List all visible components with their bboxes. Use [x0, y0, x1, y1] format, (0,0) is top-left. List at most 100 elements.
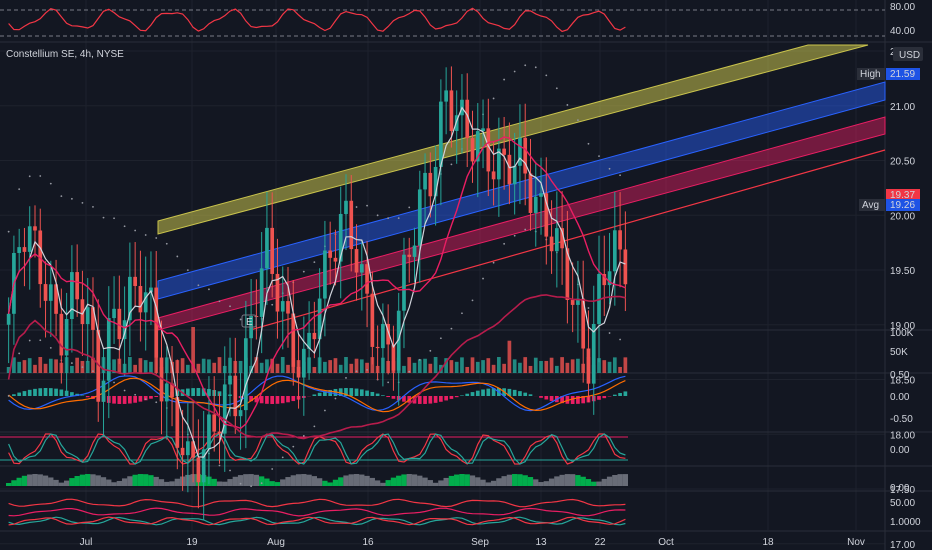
candle-body	[344, 200, 348, 214]
volume-bar	[85, 360, 90, 373]
bollinger-dot-lower	[28, 339, 31, 342]
volume-bar	[423, 358, 427, 373]
bollinger-dot-lower	[492, 261, 495, 264]
candle-body	[407, 254, 412, 257]
earnings-event-icon[interactable]: E	[241, 314, 257, 328]
macd-histogram-bar	[454, 396, 459, 398]
volume-bar	[238, 360, 243, 373]
oscillator-area-bar	[501, 476, 507, 486]
x-tick-label: 19	[186, 537, 198, 548]
volume-bar	[270, 358, 275, 373]
candle-body	[581, 298, 586, 349]
y-tick-label: 17.50	[890, 485, 915, 496]
oscillator-area-bar	[469, 475, 476, 486]
volume-bar	[344, 357, 348, 373]
bollinger-dot-upper	[503, 78, 506, 81]
oscillator-area-bar	[85, 474, 91, 486]
candle-body	[497, 148, 501, 180]
avg-marker: Avg 19.26	[859, 199, 920, 211]
volume-bar	[507, 340, 512, 373]
macd-histogram-bar	[70, 392, 74, 396]
oscillator-area-bar	[116, 480, 122, 486]
volume-bar	[549, 357, 554, 373]
bollinger-dot-lower	[387, 381, 390, 384]
candle-body	[449, 90, 454, 131]
bollinger-dot-upper	[271, 303, 274, 306]
candle-body	[80, 299, 85, 325]
oscillator-area-bar	[21, 475, 28, 486]
volume-bar	[17, 361, 22, 373]
currency-label: USD	[899, 50, 920, 61]
x-tick-label: Nov	[847, 537, 865, 548]
candle-body	[180, 447, 185, 456]
macd-histogram-bar	[27, 389, 32, 396]
oscillator-area-bar	[622, 474, 628, 486]
volume-bar	[481, 360, 485, 373]
bollinger-dot-upper	[60, 195, 63, 198]
volume-bar	[618, 366, 622, 373]
candle-body	[201, 449, 206, 483]
volume-bar	[323, 361, 327, 373]
candle-body	[128, 276, 132, 321]
volume-bar	[444, 358, 448, 373]
bollinger-dot-upper	[302, 270, 305, 273]
volume-bar	[497, 357, 501, 373]
volume-tick: 100K	[890, 328, 914, 339]
stoch-tick: 0.00	[890, 445, 910, 456]
macd-histogram-bar	[597, 396, 601, 400]
x-tick-label: Oct	[658, 537, 674, 548]
candle-body	[217, 431, 222, 434]
candle-body	[518, 137, 522, 166]
oscillator-area-bar	[427, 480, 433, 486]
candle-body	[207, 414, 211, 450]
bollinger-dot-lower	[587, 307, 590, 309]
oscillator-area-bar	[364, 475, 370, 486]
macd-histogram-bar	[191, 388, 195, 396]
candle-body	[243, 338, 248, 411]
volume-bar	[623, 357, 628, 373]
oscillator-area-bar	[385, 480, 391, 486]
bollinger-dot-upper	[113, 217, 115, 220]
oscillator-area-bar	[169, 481, 175, 486]
macd-histogram-bar	[549, 396, 554, 401]
macd-histogram-bar	[481, 389, 485, 396]
oscillator-area-bar	[580, 476, 586, 486]
candle-body	[554, 228, 559, 252]
macd-histogram-bar	[428, 396, 433, 404]
oscillator-area-bar	[6, 483, 12, 486]
bollinger-dot-lower	[324, 409, 326, 412]
currency-badge[interactable]: USD	[893, 47, 923, 61]
volume-bar	[70, 365, 74, 373]
oscillator-area-bar	[32, 474, 38, 486]
bollinger-dot-lower	[155, 401, 158, 404]
bollinger-dot-lower	[92, 370, 94, 373]
bollinger-dot-lower	[482, 277, 484, 280]
candle-body	[417, 189, 422, 246]
candle-body	[54, 284, 58, 314]
bollinger-dot-upper	[450, 163, 453, 166]
volume-bar	[554, 365, 559, 373]
macd-histogram-bar	[391, 396, 396, 399]
candle-body	[396, 310, 401, 371]
candle-body	[359, 264, 364, 273]
oscillator-area-bar	[591, 481, 597, 486]
candle-body	[228, 375, 232, 385]
candle-body	[175, 397, 180, 448]
candle-body	[428, 172, 433, 197]
candle-body	[222, 384, 227, 434]
volume-bar	[138, 358, 143, 373]
volume-bar	[607, 361, 612, 373]
bollinger-dot-upper	[397, 217, 400, 220]
oscillator-area-bar	[295, 474, 302, 486]
macd-histogram-bar	[602, 396, 607, 399]
bollinger-dot-upper	[376, 214, 379, 217]
volume-bar	[91, 357, 95, 373]
high-marker: High 21.59	[857, 68, 920, 80]
bollinger-dot-lower	[439, 337, 442, 340]
candle-body	[375, 346, 380, 349]
bollinger-dot-lower	[461, 312, 463, 315]
macd-histogram-bar	[370, 391, 375, 396]
candle-body	[623, 249, 628, 285]
bollinger-dot-lower	[144, 398, 147, 401]
candle-body	[133, 276, 137, 287]
